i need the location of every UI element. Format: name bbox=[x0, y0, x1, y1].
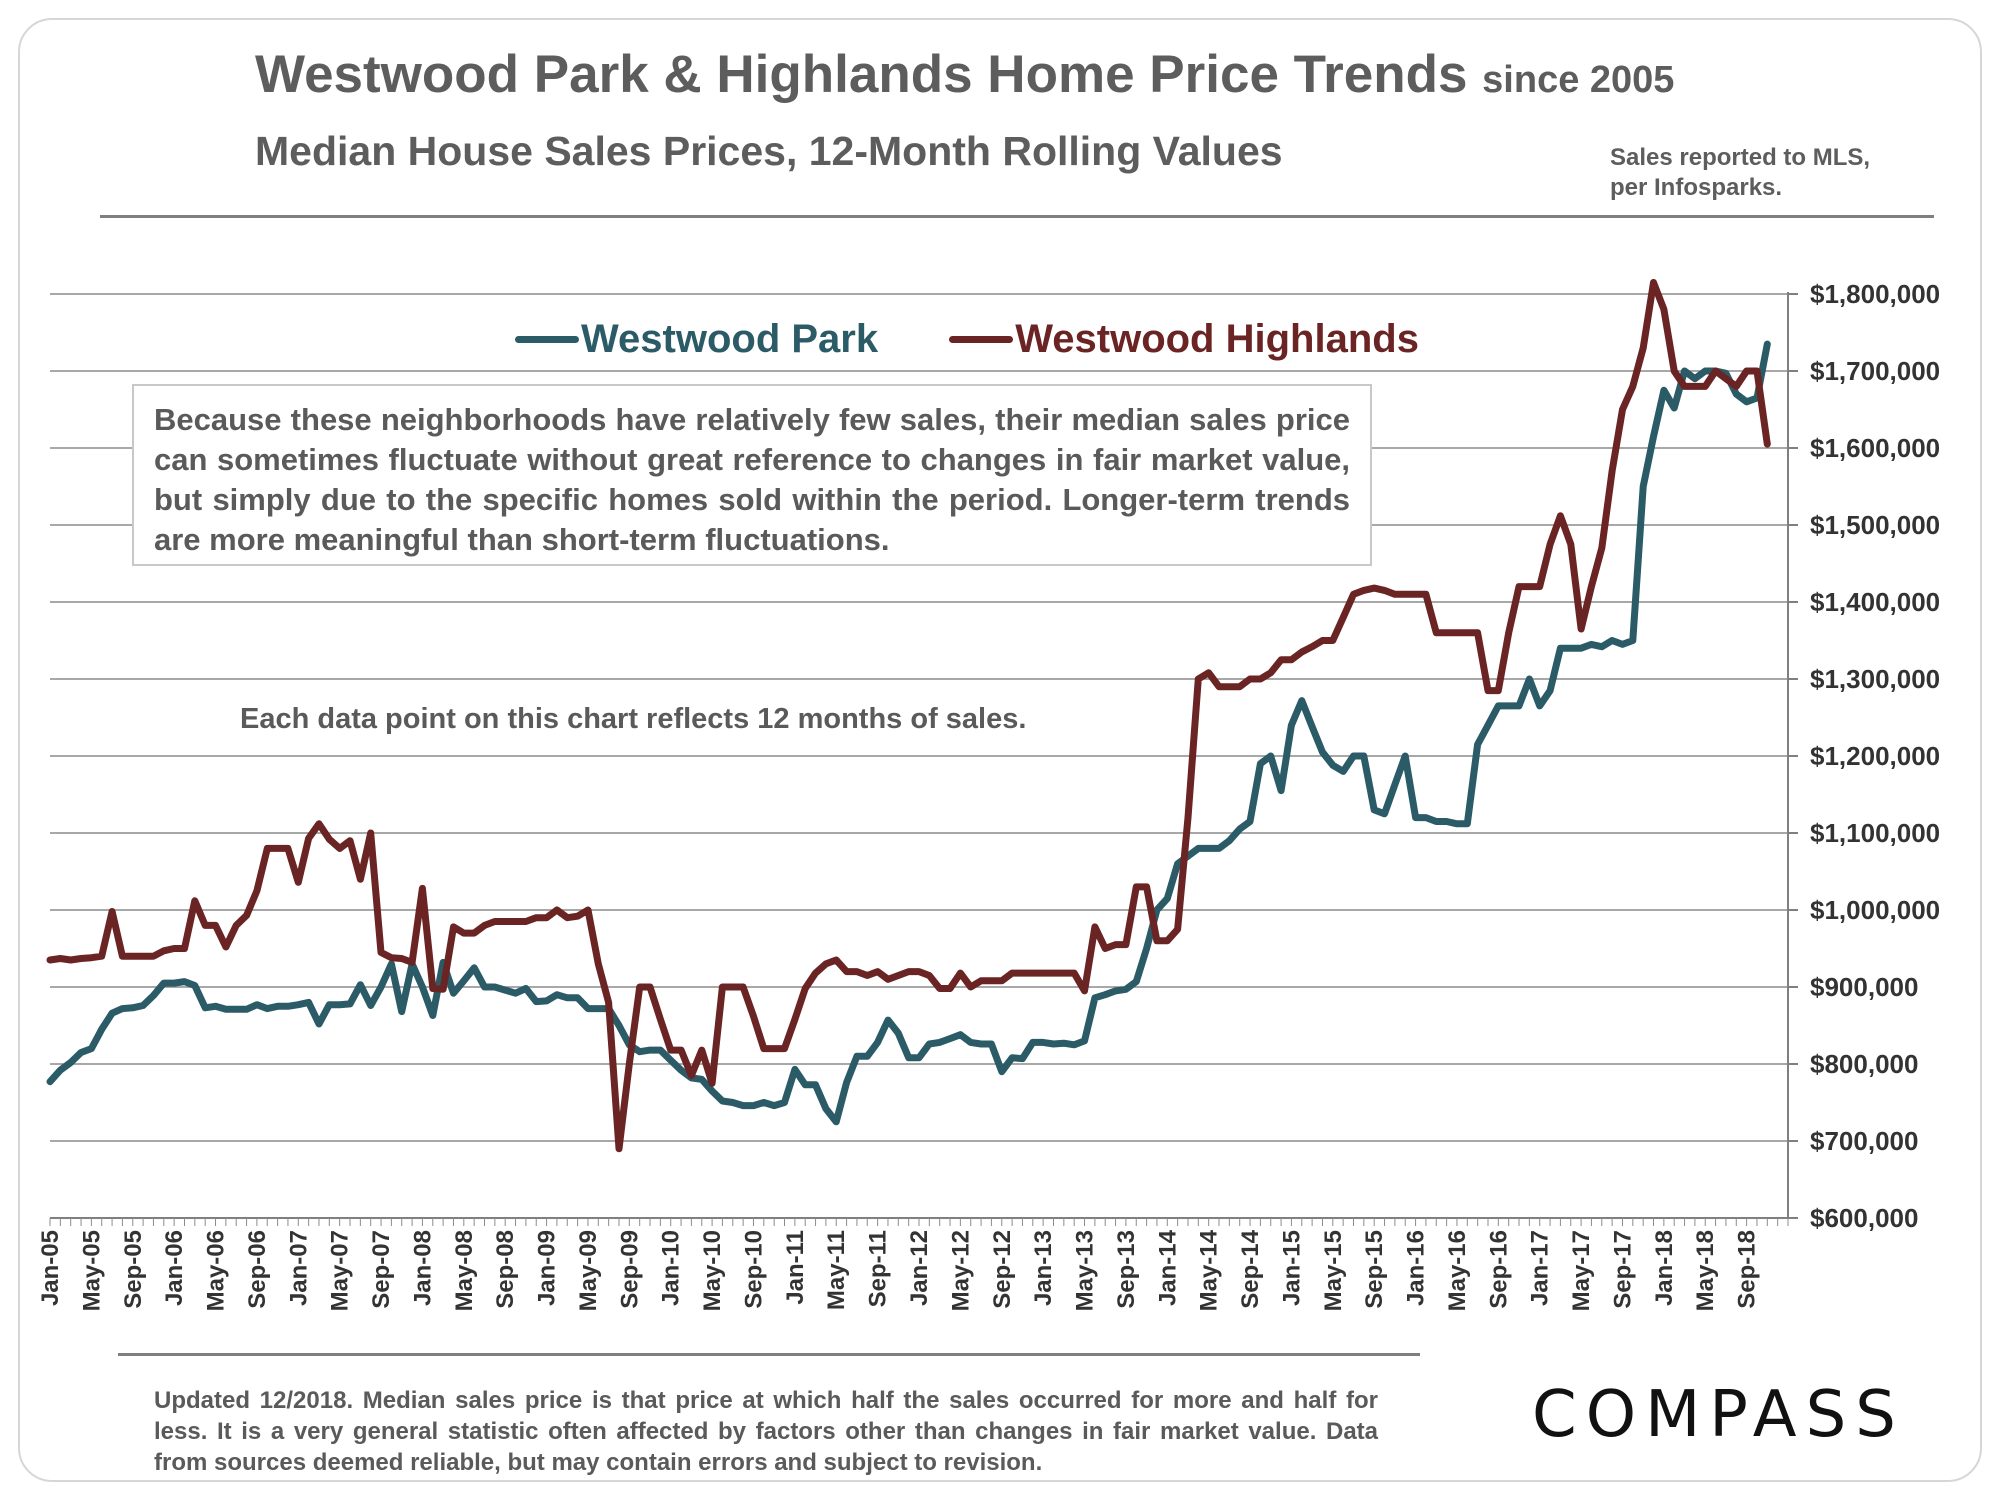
x-tick-label: May-16 bbox=[1444, 1230, 1471, 1311]
x-tick-label: Jan-16 bbox=[1403, 1230, 1430, 1306]
x-tick-label: Jan-08 bbox=[409, 1230, 436, 1306]
legend-swatch-westwood-highlands bbox=[949, 336, 1014, 343]
x-tick-label: Jan-07 bbox=[285, 1230, 312, 1306]
x-tick-label: Jan-05 bbox=[37, 1230, 64, 1306]
y-tick-label: $1,200,000 bbox=[1810, 741, 1940, 771]
legend-item-westwood-highlands: Westwood Highlands bbox=[949, 317, 1419, 362]
x-tick-label: Sep-18 bbox=[1734, 1230, 1761, 1309]
chart-subtitle: Median House Sales Prices, 12-Month Roll… bbox=[255, 128, 1283, 174]
data-point-note: Each data point on this chart reflects 1… bbox=[240, 703, 1027, 735]
x-tick-label: May-05 bbox=[78, 1230, 105, 1311]
x-tick-label: May-18 bbox=[1692, 1230, 1719, 1311]
y-axis-ticks: $600,000 $700,000 $800,000 $900,000 $1,000,0… bbox=[1788, 279, 1940, 1233]
x-tick-label: Jan-14 bbox=[1154, 1229, 1181, 1306]
legend-label-westwood-park: Westwood Park bbox=[581, 317, 879, 361]
x-tick-label: Jan-13 bbox=[1030, 1230, 1057, 1306]
chart-frame bbox=[18, 18, 1982, 1482]
x-tick-label: May-06 bbox=[203, 1230, 230, 1311]
x-tick-label: Sep-06 bbox=[244, 1230, 271, 1309]
x-tick-label: May-09 bbox=[575, 1230, 602, 1311]
legend-label-westwood-highlands: Westwood Highlands bbox=[1015, 317, 1419, 361]
x-tick-label: May-14 bbox=[1196, 1229, 1223, 1311]
chart-title: Westwood Park & Highlands Home Price Tre… bbox=[255, 44, 1674, 105]
y-tick-label: $1,700,000 bbox=[1810, 356, 1940, 386]
x-tick-label: Sep-15 bbox=[1361, 1230, 1388, 1309]
y-tick-label: $700,000 bbox=[1810, 1126, 1918, 1156]
x-tick-label: Sep-12 bbox=[989, 1230, 1016, 1309]
x-tick-label: Sep-09 bbox=[616, 1230, 643, 1309]
x-tick-label: Jan-15 bbox=[1278, 1230, 1305, 1306]
source-note: Sales reported to MLS, per Infosparks. bbox=[1610, 143, 1930, 203]
x-tick-label: May-13 bbox=[1072, 1230, 1099, 1311]
x-tick-label: May-07 bbox=[327, 1230, 354, 1311]
disclaimer-box: Because these neighborhoods have relativ… bbox=[132, 384, 1372, 566]
y-tick-label: $1,600,000 bbox=[1810, 433, 1940, 463]
series-line-westwood-park bbox=[46, 340, 1771, 1126]
x-tick-label: May-12 bbox=[947, 1230, 974, 1311]
series-lines bbox=[46, 279, 1771, 1153]
y-tick-label: $1,100,000 bbox=[1810, 818, 1940, 848]
y-tick-label: $1,400,000 bbox=[1810, 587, 1940, 617]
title-suffix: since 2005 bbox=[1482, 59, 1675, 101]
legend: Westwood Park Westwood Highlands bbox=[515, 308, 1479, 362]
x-tick-label: May-11 bbox=[823, 1230, 850, 1310]
x-tick-label: Sep-08 bbox=[492, 1230, 519, 1309]
x-tick-label: Jan-12 bbox=[906, 1230, 933, 1306]
x-tick-label: May-08 bbox=[451, 1230, 478, 1311]
x-tick-label: Jan-11 bbox=[782, 1230, 809, 1305]
x-tick-label: Sep-07 bbox=[368, 1230, 395, 1309]
x-axis-ticks: Jan-05 May-05 Sep-05 Jan-06 May-06 Sep-06 Jan-… bbox=[37, 1229, 1761, 1311]
y-tick-label: $1,800,000 bbox=[1810, 279, 1940, 309]
x-tick-label: Jan-09 bbox=[534, 1230, 561, 1306]
source-line-2: per Infosparks. bbox=[1610, 174, 1783, 201]
x-tick-label: Sep-13 bbox=[1113, 1230, 1140, 1309]
y-tick-label: $800,000 bbox=[1810, 1049, 1918, 1079]
compass-logo: COMPASS bbox=[1532, 1378, 1905, 1452]
title-main: Westwood Park & Highlands Home Price Tre… bbox=[255, 45, 1468, 104]
x-tick-label: Sep-16 bbox=[1485, 1230, 1512, 1309]
x-tick-label: Jan-06 bbox=[161, 1230, 188, 1306]
legend-item-westwood-park: Westwood Park bbox=[515, 317, 878, 362]
x-tick-label: Jan-18 bbox=[1651, 1230, 1678, 1306]
x-tick-label: Sep-14 bbox=[1237, 1229, 1264, 1308]
x-tick-label: May-10 bbox=[699, 1230, 726, 1311]
x-tick-label: Sep-11 bbox=[865, 1230, 892, 1307]
footer-note: Updated 12/2018. Median sales price is t… bbox=[154, 1387, 1378, 1476]
x-tick-label: May-15 bbox=[1320, 1230, 1347, 1311]
x-tick-label: Jan-10 bbox=[658, 1230, 685, 1306]
y-tick-label: $900,000 bbox=[1810, 972, 1918, 1002]
x-tick-label: Sep-05 bbox=[120, 1230, 147, 1309]
x-tick-label: May-17 bbox=[1568, 1230, 1595, 1311]
series-line-westwood-highlands bbox=[46, 279, 1771, 1153]
legend-swatch-westwood-park bbox=[515, 336, 579, 343]
header-rule bbox=[100, 215, 1934, 218]
x-tick-label: Sep-17 bbox=[1609, 1230, 1636, 1309]
x-tick-label: Jan-17 bbox=[1527, 1230, 1554, 1306]
x-tick-label: Sep-10 bbox=[740, 1230, 767, 1309]
y-tick-label: $1,500,000 bbox=[1810, 510, 1940, 540]
y-tick-label: $600,000 bbox=[1810, 1203, 1918, 1233]
footer-rule bbox=[118, 1353, 1420, 1356]
source-line-1: Sales reported to MLS, bbox=[1610, 144, 1871, 171]
y-tick-label: $1,000,000 bbox=[1810, 895, 1940, 925]
y-tick-label: $1,300,000 bbox=[1810, 664, 1940, 694]
